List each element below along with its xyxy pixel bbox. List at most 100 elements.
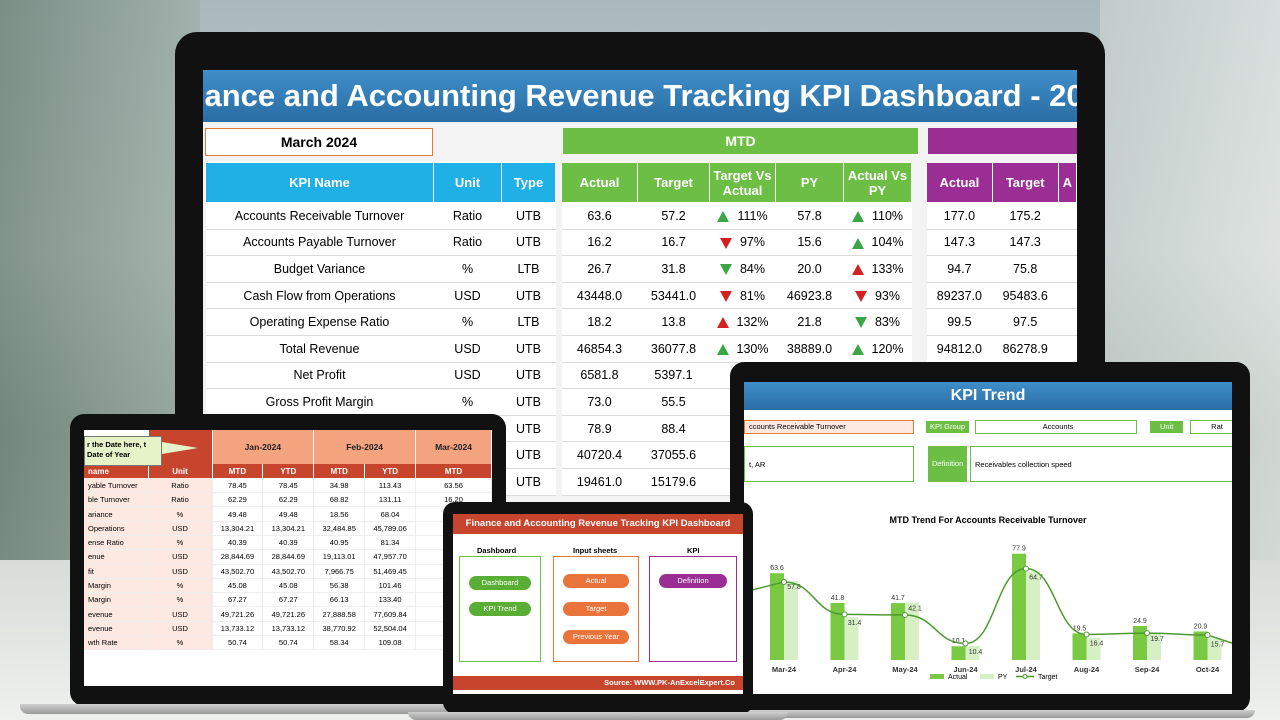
input-value[interactable]: 66.13 xyxy=(313,592,366,608)
kpi-name: Total Revenue xyxy=(205,335,434,363)
input-value[interactable]: 40.39 xyxy=(262,535,315,551)
month-selector[interactable]: March 2024 xyxy=(205,128,433,156)
mtd-row: 26.7 31.8 84% 20.0 133% xyxy=(561,255,912,283)
mtd-avp: 93% xyxy=(843,282,912,310)
input-value[interactable]: 13,304.21 xyxy=(212,521,264,536)
input-value[interactable]: 45.08 xyxy=(212,578,264,594)
input-value[interactable]: 19,113.01 xyxy=(313,549,366,565)
input-value[interactable]: 78.45 xyxy=(262,478,315,494)
input-value[interactable]: 49.48 xyxy=(212,506,264,522)
input-value[interactable]: 68.04 xyxy=(364,506,416,522)
input-value[interactable]: 38,770.92 xyxy=(313,621,366,637)
input-value[interactable]: 13,304.21 xyxy=(262,521,315,536)
input-value[interactable]: 49,721.26 xyxy=(212,606,264,622)
kpi-name-select[interactable]: ccounts Receivable Turnover xyxy=(744,420,914,434)
input-value[interactable]: 113.43 xyxy=(364,478,416,494)
legend-marker-target xyxy=(1022,674,1028,679)
kpi-row: Budget Variance % LTB xyxy=(205,255,556,283)
input-value[interactable]: 43,502.70 xyxy=(212,564,264,579)
mtd-py: 20.0 xyxy=(775,255,844,283)
bar-py xyxy=(844,617,859,660)
kpi-unit: Ratio xyxy=(148,478,213,494)
input-value[interactable]: 34.98 xyxy=(313,478,366,494)
kpi-name: Budget Variance xyxy=(205,255,434,283)
input-value[interactable]: 63.56 xyxy=(415,478,492,494)
mtd-tva: 132% xyxy=(709,308,776,336)
input-value[interactable]: 77,609.84 xyxy=(364,606,416,622)
table-row: fit USD 43,502.70 43,502.70 7,966.75 51,469.… xyxy=(84,564,492,579)
dashboard-title: Finance and Accounting Revenue Tracking … xyxy=(203,70,1077,122)
ytd-row: 89237.0 95483.6 xyxy=(926,282,1077,310)
input-value[interactable]: 13,733.12 xyxy=(212,621,264,637)
definition-button[interactable]: Definition xyxy=(659,574,727,588)
kpi-unit: % xyxy=(148,578,213,594)
input-value[interactable]: 109.08 xyxy=(364,635,416,651)
input-value[interactable]: 18.56 xyxy=(313,506,366,522)
left-tablet: Jan-2024 Feb-2024 Mar-2024 name Unit MTD… xyxy=(70,414,506,706)
table-row: evenue USD 49,721.26 49,721.26 27,888.58 77,… xyxy=(84,606,492,622)
mtd-target: 16.7 xyxy=(637,229,710,257)
data-label-py: 64.7 xyxy=(1029,575,1043,582)
input-value[interactable]: 40.95 xyxy=(313,535,366,551)
input-value[interactable]: 49,721.26 xyxy=(262,606,315,622)
sub-header-ytd: YTD xyxy=(262,464,315,479)
input-value[interactable]: 49.48 xyxy=(262,506,315,522)
previous-year-button[interactable]: Previous Year xyxy=(563,630,629,644)
definition-value: Receivables collection speed xyxy=(970,446,1232,482)
input-value[interactable]: 67.27 xyxy=(212,592,264,608)
target-button[interactable]: Target xyxy=(563,602,629,616)
tva-value: 81% xyxy=(739,288,766,303)
input-value[interactable]: 47,957.70 xyxy=(364,549,416,565)
actual-button[interactable]: Actual xyxy=(563,574,629,588)
bar-actual xyxy=(830,602,845,660)
dashboard-button[interactable]: Dashboard xyxy=(469,576,531,590)
input-value[interactable]: 62.29 xyxy=(262,492,315,508)
kpi-type: UTB xyxy=(501,415,556,443)
input-value[interactable]: 58.34 xyxy=(313,635,366,651)
input-value[interactable]: 50.74 xyxy=(262,635,315,651)
kpi-row: Net Profit USD UTB xyxy=(205,362,556,390)
mtd-trend-chart: 63.6 57.8 Mar-24 41.8 31.4 Apr-24 41.742.1 May-… xyxy=(744,546,1232,681)
input-value[interactable]: 45.08 xyxy=(262,578,315,594)
tick-label: Jul-24 xyxy=(1015,665,1038,674)
kpi-name: yable Turnover xyxy=(84,478,149,494)
table-row: enue USD 28,844.69 28,844.69 19,113.01 47,95… xyxy=(84,549,492,565)
input-value[interactable]: 51,469.45 xyxy=(364,564,416,579)
input-value[interactable]: 32,484.85 xyxy=(313,521,366,536)
input-value[interactable]: 28,844.69 xyxy=(262,549,315,565)
kpi-type: UTB xyxy=(501,202,556,230)
data-input-sheet: Jan-2024 Feb-2024 Mar-2024 name Unit MTD… xyxy=(84,430,492,686)
input-value[interactable]: 81.34 xyxy=(364,535,416,551)
sub-header-mtd: MTD xyxy=(415,464,492,479)
input-value[interactable]: 67.27 xyxy=(262,592,315,608)
input-value[interactable]: 131.11 xyxy=(364,492,416,508)
table-row: ble Turnover Ratio 62.29 62.29 68.82 131.11 1… xyxy=(84,492,492,508)
input-value[interactable]: 101.46 xyxy=(364,578,416,594)
input-value[interactable]: 7,966.75 xyxy=(313,564,366,579)
input-value[interactable]: 13,733.12 xyxy=(262,621,315,637)
mtd-row: 16.2 16.7 97% 15.6 104% xyxy=(561,229,912,257)
input-value[interactable]: 68.82 xyxy=(313,492,366,508)
input-value[interactable]: 52,504.04 xyxy=(364,621,416,637)
input-value[interactable]: 56.38 xyxy=(313,578,366,594)
up-arrow-icon xyxy=(851,211,864,222)
mtd-py: 46923.8 xyxy=(775,282,844,310)
avp-value: 133% xyxy=(871,261,904,276)
input-value[interactable]: 43,502.70 xyxy=(262,564,315,579)
input-value[interactable]: 28,844.69 xyxy=(212,549,264,565)
kpi-trend-button[interactable]: KPI Trend xyxy=(469,602,531,616)
input-value[interactable]: 133.40 xyxy=(364,592,416,608)
mtd-row: 46854.3 36077.8 130% 38889.0 120% xyxy=(561,335,912,363)
input-value[interactable]: 40.39 xyxy=(212,535,264,551)
input-value[interactable]: 45,789.06 xyxy=(364,521,416,536)
kpi-group-label: KPI Group xyxy=(926,421,970,433)
input-value[interactable]: 27,888.58 xyxy=(313,606,366,622)
dashboard-group-title: Dashboard xyxy=(471,546,523,555)
input-value[interactable]: 50.74 xyxy=(212,635,264,651)
mtd-target: 31.8 xyxy=(637,255,710,283)
month-jan: Jan-2024 xyxy=(212,430,315,464)
input-value[interactable]: 62.29 xyxy=(212,492,264,508)
input-value[interactable]: 78.45 xyxy=(212,478,264,494)
col-kpi-name: KPI Name xyxy=(205,162,434,203)
mtd-row: 63.6 57.2 111% 57.8 110% xyxy=(561,202,912,230)
